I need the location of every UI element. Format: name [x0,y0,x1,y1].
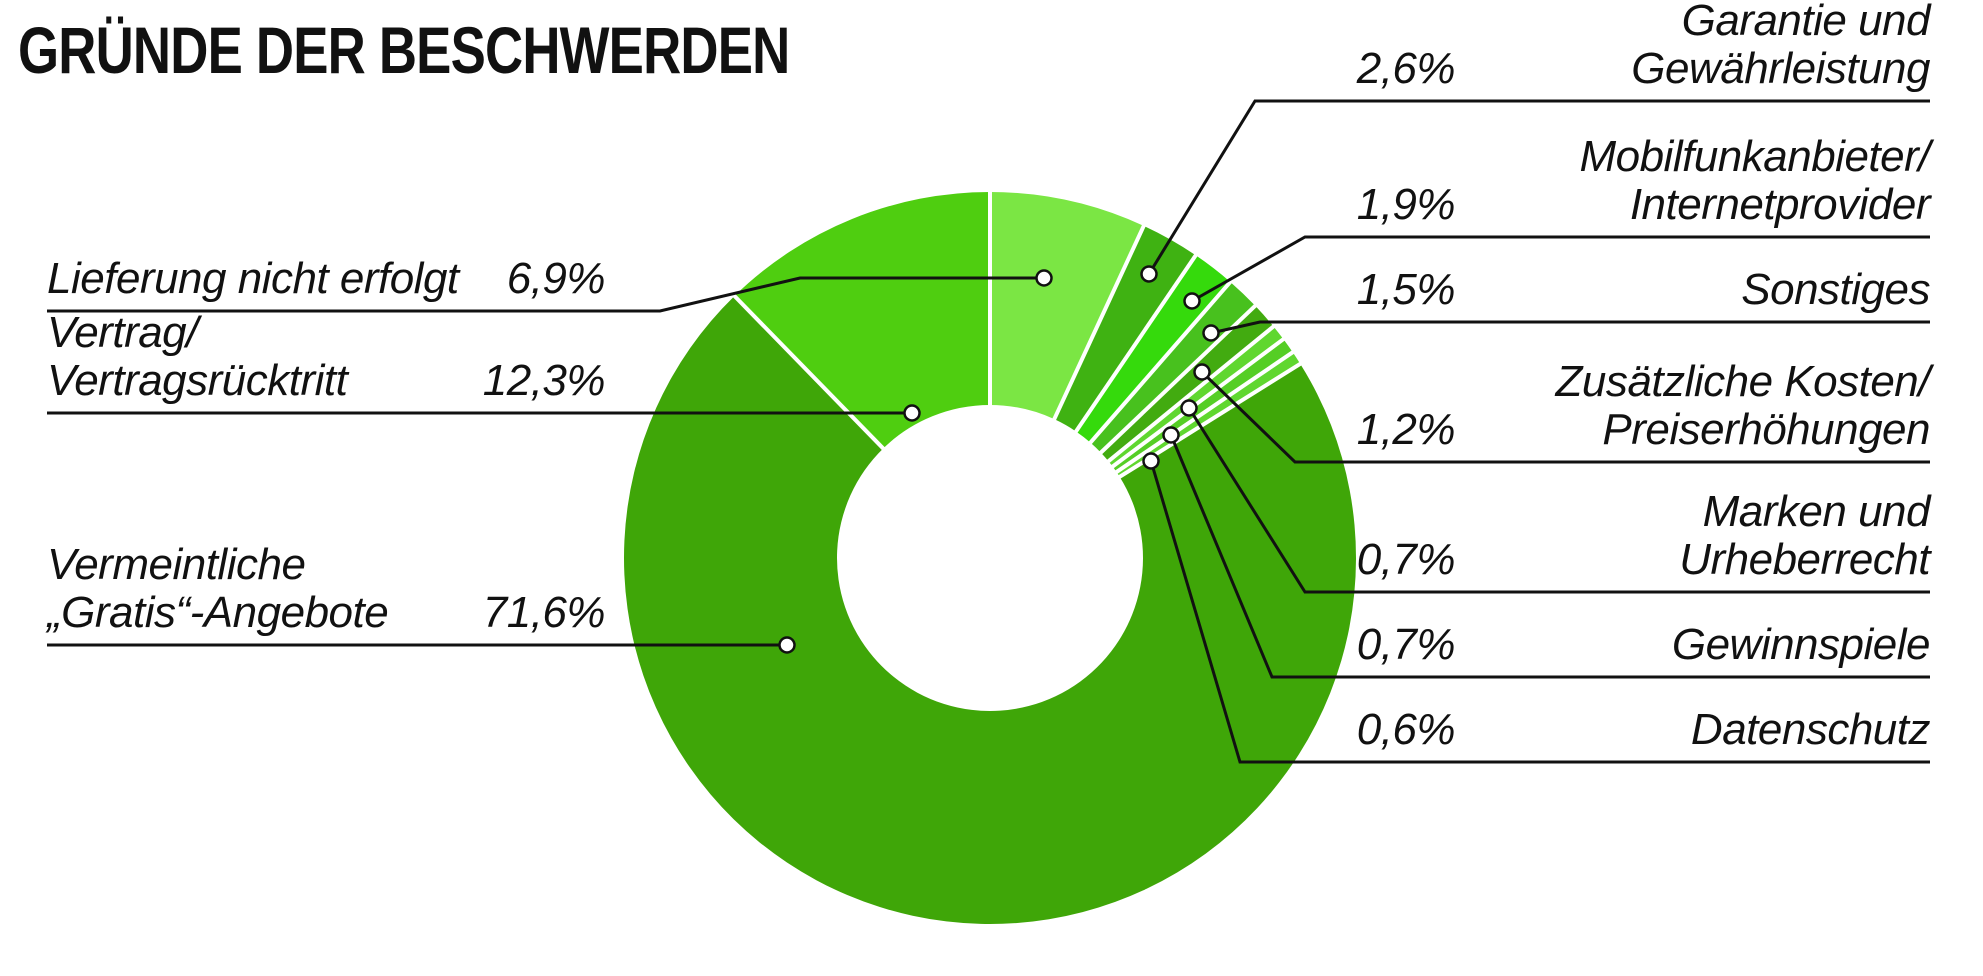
category-label-line: Datenschutz [1690,705,1931,754]
donut-slice-1 [1054,225,1196,432]
leader-line-4 [1200,370,1930,464]
category-label-line: „Gratis“-Angebote [47,588,389,637]
label-row-left-0: Lieferung nicht erfolgt 6,9% [47,254,606,303]
donut-slice-0 [990,192,1144,420]
percent-label: 1,2% [1356,405,1456,454]
leader-line-1 [1147,99,1930,275]
category-label-lines: Gewinnspiele [1240,620,1931,669]
category-label-lines: Marken und Urheberrecht [1240,488,1930,584]
category-label-line: Internetprovider [1629,180,1931,229]
percent-label: 2,6% [1356,44,1456,93]
label-row-right-7: Datenschutz 0,6% [1240,705,1931,754]
category-label-line: Gewinnspiele [1671,620,1931,669]
leader-dot-7 [1142,452,1160,470]
leader-dot-0 [1035,269,1053,287]
label-row-right-4: Zusätzliche Kosten/Preiserhöhungen 1,2% [1240,357,1931,454]
category-label-line: Lieferung nicht erfolgt [47,254,459,303]
leader-dot-8 [778,636,796,654]
slice-divider [732,293,886,451]
slice-divider [1088,279,1233,445]
donut-slice-7 [1116,352,1301,477]
percent-label: 12,3% [482,356,606,405]
slice-divider [1110,336,1286,469]
category-label-lines: Zusätzliche Kosten/Preiserhöhungen [1240,357,1931,454]
slice-divider [1106,324,1276,464]
label-row-right-6: Gewinnspiele 0,7% [1240,620,1931,669]
percent-label: 0,7% [1356,620,1456,669]
leader-dot-5 [1180,399,1198,417]
label-row-right-5: Marken und Urheberrecht 0,7% [1240,488,1931,584]
label-row-right-3: Sonstiges 1,5% [1240,265,1931,314]
category-label-line: Marken und [1702,487,1931,536]
percent-label: 0,7% [1356,535,1456,584]
percent-label: 0,6% [1356,705,1456,754]
category-label-lines: Datenschutz [1240,705,1931,754]
donut-slice-8 [623,295,1356,925]
leader-dot-3 [1202,324,1220,342]
donut-slice-5 [1108,326,1284,467]
slice-divider [1114,350,1295,475]
leader-line-3 [1210,320,1930,335]
category-label-line: Zusätzliche Kosten/ [1555,357,1931,406]
leader-dot-4 [1193,363,1211,381]
leader-dot-6 [1162,426,1180,444]
leader-dot-1 [1140,265,1158,283]
leader-line-7 [1149,460,1930,764]
category-label-lines: Vermeintliche „Gratis“-Angebote [47,541,605,637]
chart-title: GRÜNDE DER BESCHWERDEN [18,13,790,87]
leader-line-0 [47,276,1044,313]
category-label-line: Vertragsrücktritt [47,356,348,405]
leader-line-5 [1187,407,1930,594]
percent-label: 1,5% [1356,265,1456,314]
category-label-lines: Mobilfunkanbieter/Internetprovider [1240,133,1930,229]
slice-divider [1073,253,1198,434]
label-row-right-1: Garantie und Gewährleistung 2,6% [1240,0,1931,93]
category-label-line: Urheberrecht [1679,535,1930,584]
category-label-line: Vertrag/ [47,308,198,357]
category-label-lines: Lieferung nicht erfolgt [47,255,605,303]
leader-dot-2 [1183,292,1201,310]
category-label-line: Sonstiges [1741,265,1930,314]
category-label-lines: Sonstiges [1240,266,1930,314]
category-label-line: Gewährleistung [1631,44,1930,93]
donut-slice-9 [734,191,990,449]
percent-label: 6,9% [506,254,606,303]
category-label-lines: Vertrag/Vertragsrücktritt [47,309,605,405]
label-row-left-9: Vertrag/Vertragsrücktritt 12,3% [47,309,606,405]
category-label-line: Garantie und [1681,0,1931,45]
category-label-lines: Garantie und Gewährleistung [1240,0,1930,93]
donut-slice-3 [1090,281,1256,453]
slice-divider [1052,224,1146,421]
donut-slice-6 [1112,339,1293,473]
percent-label: 1,9% [1356,180,1456,229]
leader-line-2 [1191,235,1930,303]
category-label-line: Preiserhöhungen [1602,405,1930,454]
leader-line-6 [1169,434,1930,679]
percent-label: 71,6% [482,588,606,637]
label-row-left-8: Vermeintliche „Gratis“-Angebote 71,6% [47,541,606,637]
label-row-right-2: Mobilfunkanbieter/Internetprovider 1,9% [1240,133,1931,229]
donut-slice-4 [1100,305,1274,462]
category-label-line: Vermeintliche [47,540,306,589]
leader-dot-9 [903,404,921,422]
category-label-line: Mobilfunkanbieter/ [1579,132,1930,181]
